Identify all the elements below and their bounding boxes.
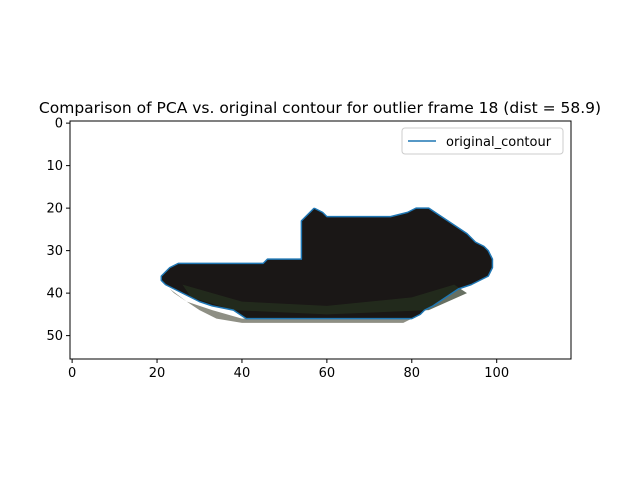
series-layer	[160, 207, 494, 320]
x-tick-label: 80	[404, 366, 421, 381]
y-tick-label: 50	[46, 329, 63, 344]
image-object-region	[161, 208, 493, 319]
image-sheen-region	[182, 284, 467, 315]
y-tick-label: 30	[46, 244, 63, 259]
x-axis: 0 20 40 60 80 100	[68, 359, 509, 381]
y-axis: 0 10 20 30 40 50	[46, 117, 70, 344]
background-image	[161, 208, 493, 323]
x-tick-label: 20	[149, 366, 166, 381]
x-tick-label: 60	[319, 366, 336, 381]
x-tick-label: 0	[68, 366, 76, 381]
plot-frame	[69, 120, 572, 360]
chart-title: Comparison of PCA vs. original contour f…	[39, 99, 601, 117]
legend-label-original-contour: original_contour	[446, 135, 552, 150]
y-tick-label: 10	[46, 159, 63, 174]
legend: original_contour	[401, 127, 564, 155]
x-tick-label: 40	[234, 366, 251, 381]
legend-box	[401, 127, 564, 155]
series-line-original-contour	[160, 207, 494, 320]
y-tick-label: 40	[46, 287, 63, 302]
y-tick-label: 0	[55, 117, 63, 132]
x-tick-label: 100	[484, 366, 509, 381]
image-shadow-region	[169, 288, 412, 323]
y-tick-label: 20	[46, 202, 63, 217]
